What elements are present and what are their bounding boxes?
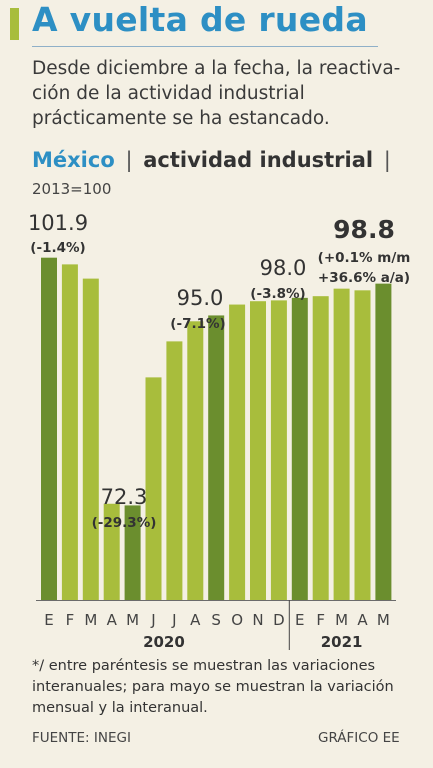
annotation-value: 95.0: [177, 286, 224, 310]
bar-9: [208, 315, 225, 600]
x-tick-label: O: [231, 611, 243, 629]
annotation-change: (-7.1%): [170, 316, 225, 332]
x-tick-label: A: [107, 611, 118, 629]
annotation-value: 98.8: [333, 215, 395, 244]
heading-separator: |: [125, 148, 133, 172]
country-label: México: [32, 148, 115, 172]
bar-8: [187, 321, 204, 600]
x-tick-label: F: [316, 611, 325, 629]
title-underline: [32, 46, 378, 47]
chart-heading: México | actividad industrial |: [32, 148, 395, 172]
bar-13: [291, 297, 308, 600]
x-tick-label: J: [150, 611, 155, 629]
bar-5: [124, 505, 141, 600]
footnote: */ entre paréntesis se muestran las vari…: [32, 658, 394, 716]
annotation-value: 98.0: [260, 256, 307, 280]
x-tick-label: M: [126, 611, 139, 629]
x-tick-label: A: [357, 611, 368, 629]
credit-label: GRÁFICO EE: [318, 730, 400, 746]
bar-6: [145, 377, 162, 600]
x-tick-label: M: [84, 611, 97, 629]
bar-12: [270, 300, 287, 600]
bar-14: [312, 296, 329, 600]
bar-1: [41, 257, 57, 600]
bar-2: [61, 264, 78, 600]
subtitle-line-2: ción de la actividad industrial práctica…: [32, 83, 330, 129]
annotation-value: 72.3: [101, 485, 148, 509]
indicator-label: actividad industrial: [143, 148, 374, 172]
bar-7: [166, 341, 183, 600]
chart-title: A vuelta de rueda: [32, 0, 368, 39]
x-tick-label: D: [273, 611, 285, 629]
annotation-change-annual: +36.6% a/a): [318, 270, 410, 286]
bar-17: [375, 283, 392, 600]
annotation-change: (-3.8%): [250, 286, 305, 302]
bar-10: [229, 304, 246, 600]
chart-subtitle: Desde diciembre a la fecha, la reactiva-…: [32, 56, 422, 131]
bar-3: [82, 278, 99, 600]
title-accent-bar: [10, 8, 19, 40]
year-label: 2020: [143, 633, 185, 651]
x-tick-label: F: [66, 611, 75, 629]
year-label: 2021: [321, 633, 363, 651]
x-tick-label: M: [377, 611, 390, 629]
base-year-label: 2013=100: [32, 180, 112, 198]
annotation-change: (-29.3%): [92, 515, 157, 531]
x-tick-label: M: [335, 611, 348, 629]
annotation-change: (-1.4%): [30, 240, 85, 256]
bar-15: [333, 288, 350, 600]
bar-11: [250, 301, 266, 600]
annotation-value: 101.9: [28, 211, 88, 235]
subtitle-line-1: Desde diciembre a la fecha, la reactiva-: [32, 58, 401, 79]
x-tick-label: E: [295, 611, 304, 629]
x-tick-label: A: [190, 611, 201, 629]
x-tick-label: J: [171, 611, 176, 629]
bar-16: [354, 290, 371, 600]
x-tick-label: E: [44, 611, 53, 629]
annotation-change: (+0.1% m/m: [318, 250, 411, 266]
x-tick-label: S: [211, 611, 221, 629]
heading-separator-end: |: [383, 148, 391, 172]
source-label: FUENTE: INEGI: [32, 730, 131, 746]
bar-4: [103, 503, 120, 600]
x-tick-label: N: [252, 611, 263, 629]
